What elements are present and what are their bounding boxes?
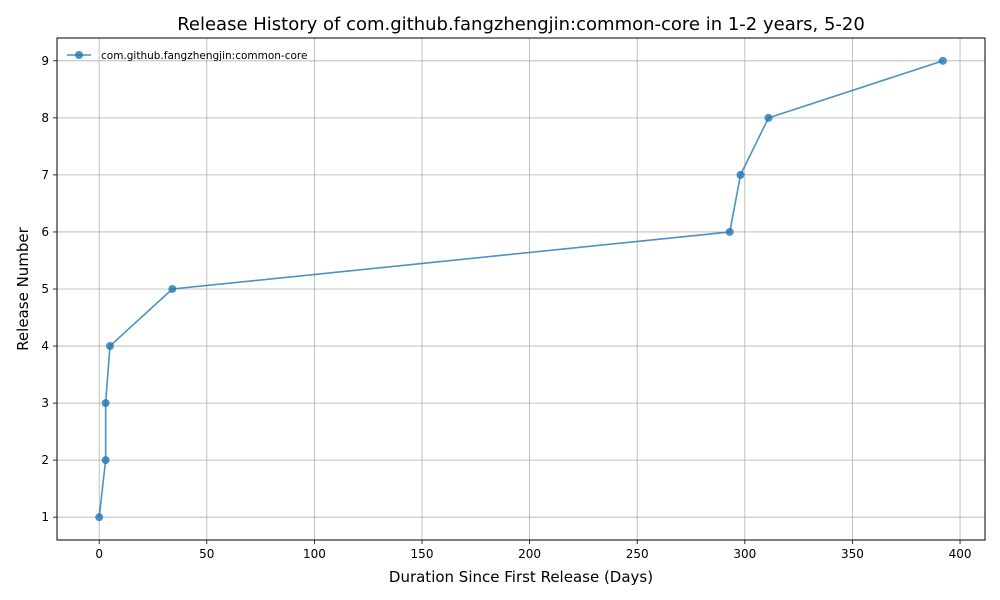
y-tick-label: 1 [41, 510, 49, 524]
y-tick-label: 5 [41, 282, 49, 296]
x-tick-label: 50 [199, 547, 214, 561]
y-tick-label: 7 [41, 168, 49, 182]
series-layer [95, 56, 947, 522]
data-point [95, 513, 104, 522]
data-point [736, 170, 745, 179]
x-axis-title: Duration Since First Release (Days) [389, 568, 653, 586]
x-tick-label: 0 [95, 547, 103, 561]
x-tick-label: 350 [841, 547, 864, 561]
y-tick-label: 3 [41, 396, 49, 410]
y-tick-label: 8 [41, 111, 49, 125]
x-tick-label: 300 [733, 547, 756, 561]
data-point [938, 56, 947, 65]
data-point [101, 399, 110, 408]
chart-title: Release History of com.github.fangzhengj… [177, 14, 865, 35]
x-tick-label: 400 [949, 547, 972, 561]
x-tick-label: 200 [518, 547, 541, 561]
data-point [101, 456, 110, 465]
y-axis-ticks: 1 2 3 4 5 6 7 8 9 [41, 54, 57, 524]
y-tick-label: 9 [41, 54, 49, 68]
legend: com.github.fangzhengjin:common-core [67, 50, 307, 62]
data-point [168, 285, 177, 293]
grid-layer [57, 38, 985, 540]
y-tick-label: 4 [41, 339, 49, 353]
y-tick-label: 2 [41, 453, 49, 467]
data-point [764, 113, 773, 122]
legend-label: com.github.fangzhengjin:common-core [101, 50, 307, 62]
legend-point-marker [75, 51, 83, 59]
x-tick-label: 250 [626, 547, 649, 561]
x-tick-label: 150 [411, 547, 434, 561]
y-axis-title: Release Number [14, 226, 32, 350]
x-axis-ticks: 0 50 100 150 200 250 300 350 400 [95, 540, 971, 561]
y-tick-label: 6 [41, 225, 49, 239]
x-tick-label: 100 [303, 547, 326, 561]
data-point [105, 342, 114, 351]
data-point [725, 227, 734, 236]
